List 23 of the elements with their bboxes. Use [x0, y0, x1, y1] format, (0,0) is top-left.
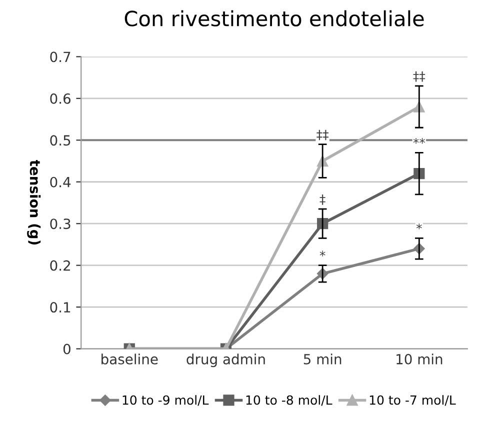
y-tick-label: 0.1 — [50, 302, 70, 313]
y-tick-label: 0.4 — [50, 176, 71, 188]
annotation: ** — [413, 138, 426, 144]
legend-label: 10 to -9 mol/L — [122, 395, 209, 406]
y-tick-label: 0.5 — [50, 135, 70, 146]
x-tick-label: 5 min — [304, 354, 342, 364]
x-tick-label: drug admin — [186, 354, 265, 368]
y-tick-label: 0.7 — [50, 52, 70, 62]
x-tick-label: baseline — [102, 354, 158, 364]
y-tick-label: 0.6 — [50, 93, 70, 104]
legend-label: 10 to -8 mol/L — [246, 395, 332, 406]
y-tick-label: 0 — [63, 344, 70, 354]
y-tick-label: 0.2 — [50, 260, 70, 271]
annotation: ‡‡ — [316, 130, 328, 140]
legend-label: 10 to -7 mol/L — [370, 395, 456, 406]
annotation: * — [416, 224, 422, 230]
y-tick-label: 0.3 — [50, 218, 70, 230]
x-tick-label: 10 min — [396, 354, 442, 364]
annotation: ‡‡ — [413, 71, 426, 82]
annotation: * — [320, 250, 326, 256]
annotation: ‡ — [320, 194, 326, 205]
chart-title: Con rivestimento endoteliale — [124, 10, 424, 26]
y-axis-title: tension (g) — [27, 160, 41, 244]
